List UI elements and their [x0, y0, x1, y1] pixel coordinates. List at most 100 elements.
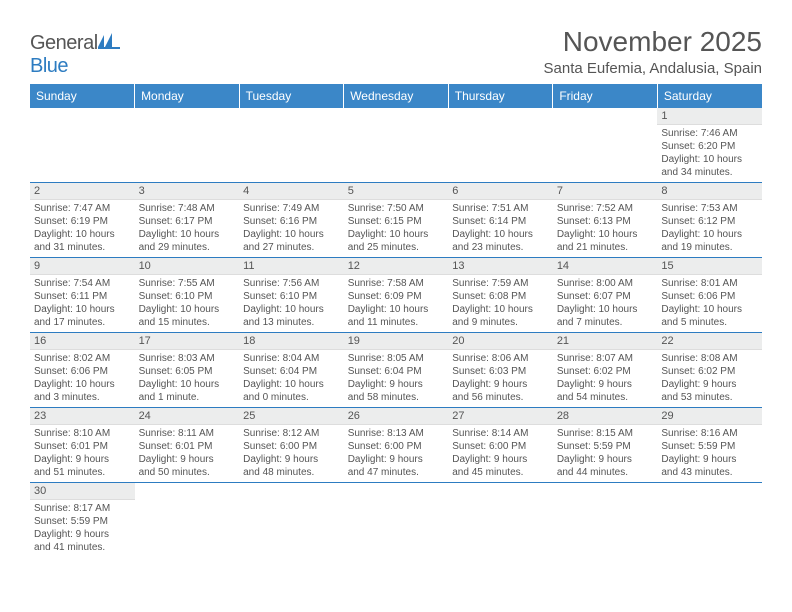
calendar-cell: 2Sunrise: 7:47 AMSunset: 6:19 PMDaylight…	[30, 183, 135, 258]
day-content: Sunrise: 7:54 AMSunset: 6:11 PMDaylight:…	[30, 275, 135, 332]
sunrise: Sunrise: 8:05 AM	[348, 352, 445, 365]
daylight-line2: and 44 minutes.	[557, 466, 654, 479]
sunrise: Sunrise: 8:11 AM	[139, 427, 236, 440]
daylight-line2: and 13 minutes.	[243, 316, 340, 329]
day-number: 22	[657, 333, 762, 350]
sunrise: Sunrise: 7:46 AM	[661, 127, 758, 140]
calendar-cell: 15Sunrise: 8:01 AMSunset: 6:06 PMDayligh…	[657, 258, 762, 333]
sunrise: Sunrise: 8:14 AM	[452, 427, 549, 440]
daylight-line2: and 15 minutes.	[139, 316, 236, 329]
day-content: Sunrise: 7:58 AMSunset: 6:09 PMDaylight:…	[344, 275, 449, 332]
daylight-line1: Daylight: 9 hours	[557, 453, 654, 466]
daylight-line2: and 31 minutes.	[34, 241, 131, 254]
day-content: Sunrise: 8:06 AMSunset: 6:03 PMDaylight:…	[448, 350, 553, 407]
weekday-header: Thursday	[448, 84, 553, 108]
calendar-cell: 6Sunrise: 7:51 AMSunset: 6:14 PMDaylight…	[448, 183, 553, 258]
sunset: Sunset: 6:11 PM	[34, 290, 131, 303]
calendar-cell	[135, 483, 240, 558]
day-number: 16	[30, 333, 135, 350]
daylight-line1: Daylight: 10 hours	[557, 228, 654, 241]
sunset: Sunset: 6:15 PM	[348, 215, 445, 228]
calendar-cell	[344, 108, 449, 183]
brand-logo: GeneralBlue	[30, 32, 120, 78]
sunset: Sunset: 6:01 PM	[34, 440, 131, 453]
daylight-line2: and 17 minutes.	[34, 316, 131, 329]
sunset: Sunset: 6:00 PM	[348, 440, 445, 453]
day-number: 17	[135, 333, 240, 350]
calendar-cell	[239, 483, 344, 558]
calendar-cell: 10Sunrise: 7:55 AMSunset: 6:10 PMDayligh…	[135, 258, 240, 333]
day-content: Sunrise: 7:51 AMSunset: 6:14 PMDaylight:…	[448, 200, 553, 257]
day-number: 12	[344, 258, 449, 275]
sunrise: Sunrise: 7:52 AM	[557, 202, 654, 215]
calendar-cell	[135, 108, 240, 183]
sunrise: Sunrise: 8:17 AM	[34, 502, 131, 515]
sunset: Sunset: 6:06 PM	[34, 365, 131, 378]
day-number: 28	[553, 408, 658, 425]
header-row: GeneralBlue November 2025 Santa Eufemia,…	[30, 26, 762, 78]
calendar-cell: 18Sunrise: 8:04 AMSunset: 6:04 PMDayligh…	[239, 333, 344, 408]
sunset: Sunset: 6:14 PM	[452, 215, 549, 228]
day-content: Sunrise: 8:07 AMSunset: 6:02 PMDaylight:…	[553, 350, 658, 407]
weekday-header: Tuesday	[239, 84, 344, 108]
sunrise: Sunrise: 8:10 AM	[34, 427, 131, 440]
sunrise: Sunrise: 7:56 AM	[243, 277, 340, 290]
sunset: Sunset: 6:04 PM	[348, 365, 445, 378]
daylight-line2: and 19 minutes.	[661, 241, 758, 254]
daylight-line1: Daylight: 9 hours	[452, 453, 549, 466]
daylight-line1: Daylight: 10 hours	[661, 228, 758, 241]
sunset: Sunset: 6:07 PM	[557, 290, 654, 303]
weekday-header: Sunday	[30, 84, 135, 108]
calendar-table: SundayMondayTuesdayWednesdayThursdayFrid…	[30, 84, 762, 557]
flag-icon	[98, 33, 120, 49]
sunset: Sunset: 5:59 PM	[34, 515, 131, 528]
sunset: Sunset: 6:09 PM	[348, 290, 445, 303]
calendar-cell	[448, 483, 553, 558]
weekday-header: Friday	[553, 84, 658, 108]
calendar-cell: 1Sunrise: 7:46 AMSunset: 6:20 PMDaylight…	[657, 108, 762, 183]
day-content: Sunrise: 7:48 AMSunset: 6:17 PMDaylight:…	[135, 200, 240, 257]
sunrise: Sunrise: 7:48 AM	[139, 202, 236, 215]
sunset: Sunset: 6:01 PM	[139, 440, 236, 453]
day-number: 9	[30, 258, 135, 275]
sunset: Sunset: 6:00 PM	[452, 440, 549, 453]
calendar-cell: 4Sunrise: 7:49 AMSunset: 6:16 PMDaylight…	[239, 183, 344, 258]
day-content: Sunrise: 7:52 AMSunset: 6:13 PMDaylight:…	[553, 200, 658, 257]
daylight-line2: and 53 minutes.	[661, 391, 758, 404]
sunset: Sunset: 6:04 PM	[243, 365, 340, 378]
day-content: Sunrise: 8:03 AMSunset: 6:05 PMDaylight:…	[135, 350, 240, 407]
calendar-cell	[553, 483, 658, 558]
daylight-line1: Daylight: 9 hours	[348, 453, 445, 466]
daylight-line1: Daylight: 9 hours	[661, 453, 758, 466]
daylight-line2: and 23 minutes.	[452, 241, 549, 254]
daylight-line2: and 1 minute.	[139, 391, 236, 404]
calendar-week: 30Sunrise: 8:17 AMSunset: 5:59 PMDayligh…	[30, 483, 762, 558]
sunrise: Sunrise: 8:08 AM	[661, 352, 758, 365]
sunrise: Sunrise: 7:58 AM	[348, 277, 445, 290]
calendar-week: 23Sunrise: 8:10 AMSunset: 6:01 PMDayligh…	[30, 408, 762, 483]
daylight-line1: Daylight: 10 hours	[452, 303, 549, 316]
calendar-cell	[344, 483, 449, 558]
calendar-cell: 21Sunrise: 8:07 AMSunset: 6:02 PMDayligh…	[553, 333, 658, 408]
daylight-line1: Daylight: 10 hours	[557, 303, 654, 316]
sunrise: Sunrise: 8:04 AM	[243, 352, 340, 365]
sunset: Sunset: 6:00 PM	[243, 440, 340, 453]
sunset: Sunset: 6:12 PM	[661, 215, 758, 228]
calendar-cell: 7Sunrise: 7:52 AMSunset: 6:13 PMDaylight…	[553, 183, 658, 258]
day-content: Sunrise: 8:17 AMSunset: 5:59 PMDaylight:…	[30, 500, 135, 557]
calendar-week: 1Sunrise: 7:46 AMSunset: 6:20 PMDaylight…	[30, 108, 762, 183]
daylight-line1: Daylight: 10 hours	[243, 228, 340, 241]
sunset: Sunset: 6:03 PM	[452, 365, 549, 378]
daylight-line1: Daylight: 9 hours	[661, 378, 758, 391]
sunset: Sunset: 6:08 PM	[452, 290, 549, 303]
daylight-line1: Daylight: 10 hours	[34, 228, 131, 241]
day-content: Sunrise: 8:05 AMSunset: 6:04 PMDaylight:…	[344, 350, 449, 407]
daylight-line2: and 0 minutes.	[243, 391, 340, 404]
sunrise: Sunrise: 7:54 AM	[34, 277, 131, 290]
calendar-cell: 22Sunrise: 8:08 AMSunset: 6:02 PMDayligh…	[657, 333, 762, 408]
calendar-cell: 26Sunrise: 8:13 AMSunset: 6:00 PMDayligh…	[344, 408, 449, 483]
brand-part1: General	[30, 32, 98, 54]
day-content: Sunrise: 7:50 AMSunset: 6:15 PMDaylight:…	[344, 200, 449, 257]
day-number: 4	[239, 183, 344, 200]
calendar-week: 2Sunrise: 7:47 AMSunset: 6:19 PMDaylight…	[30, 183, 762, 258]
